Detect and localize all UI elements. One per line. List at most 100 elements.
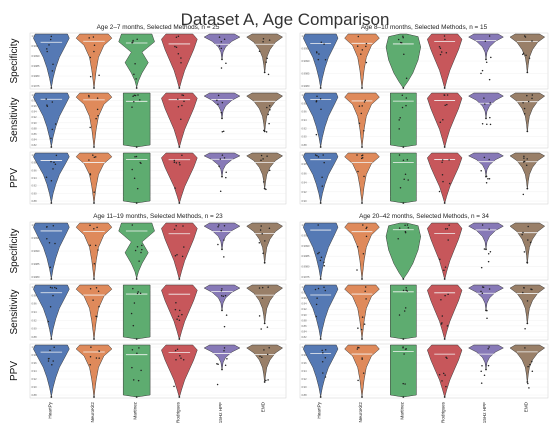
y-tick-label: 0.9985 bbox=[32, 64, 40, 68]
x-tick-label: Martinez bbox=[133, 401, 138, 419]
data-point bbox=[217, 363, 219, 365]
data-point bbox=[403, 178, 405, 181]
data-point bbox=[356, 45, 359, 47]
violin-martinez bbox=[390, 92, 417, 148]
y-tick-label: 0.90 bbox=[302, 313, 308, 317]
data-point bbox=[221, 309, 223, 312]
data-point bbox=[485, 58, 487, 61]
y-tick-label: 0.88 bbox=[302, 318, 308, 322]
y-tick-label: 0.98 bbox=[32, 161, 38, 165]
panel-sensitivity: 1.000.980.960.940.920.900.880.860.840.82 bbox=[299, 283, 549, 341]
data-point bbox=[444, 294, 446, 297]
data-point bbox=[448, 182, 451, 185]
y-tick-label: 0.9980 bbox=[302, 84, 310, 88]
y-tick-label: 0.90 bbox=[32, 385, 38, 389]
data-point bbox=[133, 94, 136, 96]
data-point bbox=[218, 45, 221, 47]
data-point bbox=[356, 154, 358, 156]
data-point bbox=[93, 87, 95, 89]
data-point bbox=[223, 349, 225, 352]
data-point bbox=[443, 35, 446, 37]
data-point bbox=[176, 318, 178, 320]
data-point bbox=[323, 286, 325, 289]
data-point bbox=[50, 160, 52, 163]
data-point bbox=[527, 382, 529, 385]
violin-emd bbox=[246, 222, 284, 263]
data-point bbox=[356, 245, 359, 248]
data-point bbox=[266, 353, 269, 356]
data-point bbox=[484, 40, 487, 42]
data-point bbox=[404, 173, 407, 175]
y-tick-label: 0.86 bbox=[302, 324, 308, 328]
data-point bbox=[444, 266, 447, 268]
data-point bbox=[403, 310, 406, 312]
data-point bbox=[181, 154, 183, 157]
data-point bbox=[441, 173, 444, 176]
data-point bbox=[219, 190, 222, 193]
data-point bbox=[446, 94, 449, 96]
data-point bbox=[446, 357, 448, 359]
data-point bbox=[93, 396, 95, 398]
data-point bbox=[136, 245, 139, 248]
data-point bbox=[259, 355, 261, 357]
data-point bbox=[316, 95, 318, 98]
data-point bbox=[399, 186, 402, 189]
data-point bbox=[320, 41, 323, 43]
violin-martinez bbox=[122, 152, 151, 204]
data-point bbox=[90, 346, 92, 348]
data-point bbox=[485, 368, 487, 371]
data-point bbox=[50, 202, 53, 204]
data-point bbox=[53, 346, 55, 348]
data-point bbox=[135, 396, 138, 398]
data-point bbox=[527, 100, 530, 103]
data-point bbox=[317, 287, 320, 290]
data-point bbox=[93, 44, 96, 46]
data-point bbox=[134, 94, 137, 97]
data-point bbox=[222, 130, 225, 133]
data-point bbox=[52, 63, 54, 65]
panel-ppv: 1.000.980.960.940.920.90 bbox=[299, 151, 549, 205]
data-point bbox=[141, 248, 143, 251]
data-point bbox=[406, 290, 409, 292]
data-point bbox=[266, 155, 268, 157]
y-tick-label: 0.98 bbox=[302, 291, 308, 295]
data-point bbox=[485, 248, 487, 251]
data-point bbox=[319, 338, 322, 340]
data-point bbox=[481, 365, 483, 367]
data-point bbox=[489, 116, 491, 119]
y-tick-label: 0.84 bbox=[32, 137, 38, 141]
data-point bbox=[321, 185, 324, 187]
data-point bbox=[131, 224, 134, 226]
data-point bbox=[93, 50, 95, 53]
violin-neurokit2 bbox=[75, 222, 113, 280]
data-point bbox=[480, 382, 483, 384]
data-point bbox=[268, 122, 270, 125]
data-point bbox=[315, 133, 318, 136]
data-point bbox=[531, 370, 534, 372]
data-point bbox=[531, 40, 533, 42]
data-point bbox=[94, 244, 97, 247]
data-point bbox=[135, 87, 138, 89]
data-point bbox=[480, 266, 483, 269]
violin-rodrigues bbox=[427, 344, 463, 398]
data-point bbox=[50, 278, 53, 280]
data-point bbox=[49, 38, 52, 41]
data-point bbox=[221, 248, 223, 251]
data-point bbox=[358, 347, 360, 349]
y-tick-label: 0.98 bbox=[32, 353, 38, 357]
y-tick-label: 0.98 bbox=[302, 162, 308, 166]
y-tick-label: 0.94 bbox=[302, 369, 308, 373]
data-point bbox=[365, 227, 367, 230]
data-point bbox=[526, 322, 529, 325]
data-point bbox=[49, 349, 51, 352]
data-point bbox=[483, 97, 485, 99]
data-point bbox=[441, 159, 444, 161]
violin-emd bbox=[509, 284, 546, 324]
data-point bbox=[405, 97, 408, 99]
data-point bbox=[134, 62, 136, 65]
data-point bbox=[531, 97, 533, 100]
panel-frame bbox=[299, 283, 549, 341]
data-point bbox=[445, 52, 448, 54]
data-point bbox=[261, 356, 263, 359]
